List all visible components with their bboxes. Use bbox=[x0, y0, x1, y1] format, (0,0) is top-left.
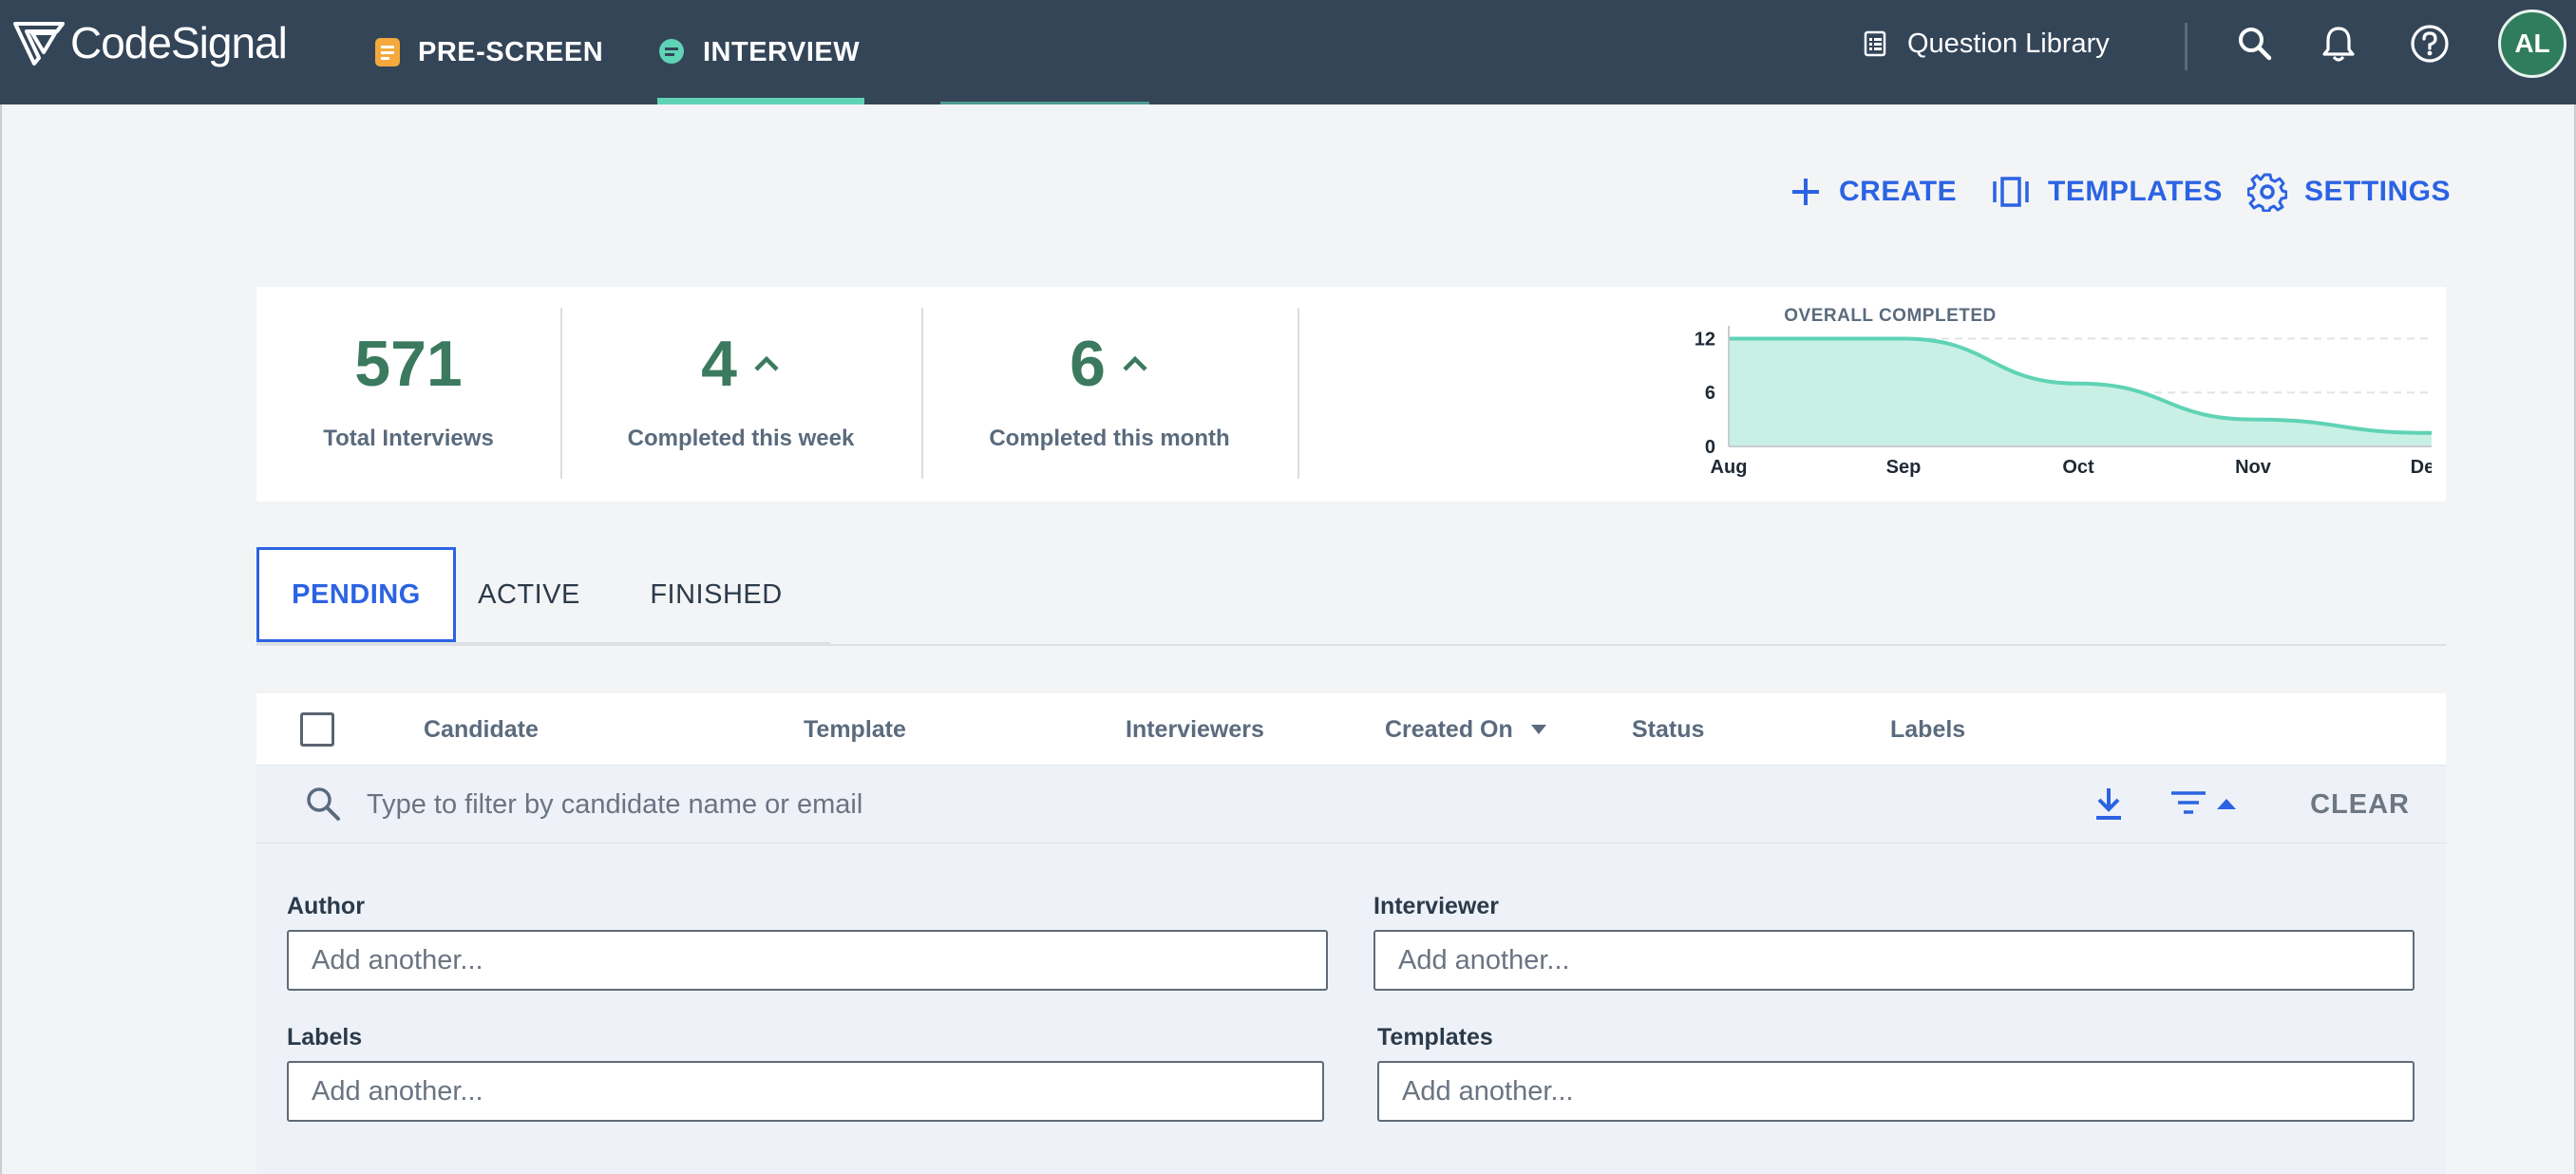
notifications-button[interactable] bbox=[2318, 23, 2359, 65]
chart-x-tick-label: Aug bbox=[1711, 457, 1748, 478]
download-icon bbox=[2096, 788, 2121, 820]
stat-total-number: 571 bbox=[354, 328, 463, 400]
stat-divider bbox=[1297, 308, 1299, 479]
filter-bar: CLEAR bbox=[256, 766, 2446, 843]
tab-pending[interactable]: PENDING bbox=[256, 547, 456, 642]
chart-y-tick-label: 12 bbox=[1695, 329, 1715, 350]
chart-series-line bbox=[1729, 336, 2432, 435]
chevron-up-icon bbox=[1123, 355, 1147, 371]
help-icon bbox=[2411, 25, 2449, 63]
tab-active[interactable]: ACTIVE bbox=[478, 578, 580, 610]
filter-search-icon-wrap bbox=[304, 785, 342, 823]
question-library-label: Question Library bbox=[1907, 28, 2110, 59]
clear-filters-button[interactable]: CLEAR bbox=[2310, 788, 2410, 820]
library-icon bbox=[1864, 30, 1886, 57]
candidate-filter-input[interactable] bbox=[367, 783, 1601, 826]
sort-desc-icon bbox=[1530, 725, 1546, 734]
settings-button[interactable]: SETTINGS bbox=[2247, 167, 2451, 217]
create-button[interactable]: CREATE bbox=[1790, 167, 1957, 217]
templates-input[interactable] bbox=[1377, 1061, 2415, 1122]
stats-card: 571 Total Interviews 4 Completed this we… bbox=[256, 287, 2446, 502]
chart-area-fill bbox=[1729, 338, 2432, 446]
stat-divider bbox=[560, 308, 562, 479]
stat-week-number: 4 bbox=[701, 328, 737, 400]
templates-button[interactable]: TEMPLATES bbox=[1991, 167, 2223, 217]
chevron-up-icon bbox=[754, 355, 779, 371]
tabs-divider bbox=[256, 644, 2446, 646]
top-nav-bar: CodeSignal PRE-SCREEN INTERVIEW Question… bbox=[0, 0, 2576, 104]
chart-title: OVERALL COMPLETED bbox=[1784, 306, 1997, 326]
chart-y-tick-label: 6 bbox=[1705, 383, 1715, 404]
stat-month-value: 6 bbox=[923, 327, 1296, 401]
download-button[interactable] bbox=[2090, 785, 2128, 823]
user-avatar[interactable]: AL bbox=[2498, 9, 2567, 78]
labels-label: Labels bbox=[287, 1024, 363, 1051]
codesignal-logo-icon bbox=[13, 22, 65, 66]
author-label: Author bbox=[287, 893, 365, 919]
interviewer-label: Interviewer bbox=[1373, 893, 1500, 919]
search-button[interactable] bbox=[2234, 23, 2276, 65]
advanced-filters: Author Interviewer Labels Templates bbox=[256, 843, 2446, 1174]
stat-month: 6 Completed this month bbox=[923, 287, 1296, 502]
column-template[interactable]: Template bbox=[804, 715, 906, 743]
plus-icon bbox=[1792, 179, 1819, 205]
search-icon bbox=[307, 787, 340, 821]
column-candidate[interactable]: Candidate bbox=[424, 715, 539, 743]
stat-week-value: 4 bbox=[562, 327, 919, 401]
table-header: Candidate Template Interviewers Created … bbox=[256, 693, 2446, 766]
templates-filter-label: Templates bbox=[1377, 1024, 1493, 1051]
chart-x-tick-label: Oct bbox=[2062, 457, 2094, 478]
stat-total: 571 Total Interviews bbox=[256, 287, 560, 502]
interview-icon bbox=[659, 39, 684, 64]
chart-x-tick-label: Sep bbox=[1886, 457, 1922, 478]
create-label: CREATE bbox=[1839, 176, 1958, 207]
templates-label: TEMPLATES bbox=[2048, 176, 2223, 207]
overall-completed-chart: 1260AugSepOctNovDecJan bbox=[1695, 326, 2432, 478]
filter-icon bbox=[2171, 791, 2206, 814]
interviewer-input[interactable] bbox=[1373, 930, 2415, 991]
labels-input[interactable] bbox=[287, 1061, 1324, 1122]
window-left-edge bbox=[0, 104, 2, 1174]
caret-up-icon bbox=[2217, 799, 2236, 809]
column-interviewers[interactable]: Interviewers bbox=[1126, 715, 1264, 743]
nav-active-underline bbox=[657, 98, 864, 104]
nav-secondary-underline bbox=[940, 102, 1149, 104]
stat-week-label: Completed this week bbox=[627, 426, 855, 451]
templates-icon bbox=[1993, 177, 2029, 207]
codesignal-logo[interactable]: CodeSignal bbox=[13, 17, 288, 68]
select-all-checkbox[interactable] bbox=[300, 712, 334, 747]
settings-label: SETTINGS bbox=[2304, 176, 2452, 207]
question-library-link[interactable]: Question Library bbox=[1864, 0, 2110, 87]
nav-interview[interactable]: INTERVIEW bbox=[657, 0, 860, 104]
toggle-filters-button[interactable] bbox=[2166, 785, 2242, 823]
stat-month-number: 6 bbox=[1070, 328, 1106, 400]
tabs-divider-strong bbox=[256, 642, 830, 645]
stat-total-label: Total Interviews bbox=[323, 426, 494, 451]
help-button[interactable] bbox=[2409, 23, 2451, 65]
search-icon bbox=[2239, 28, 2272, 61]
column-created-on[interactable]: Created On bbox=[1385, 693, 1547, 766]
gear-icon bbox=[2247, 173, 2287, 212]
stat-week: 4 Completed this week bbox=[562, 287, 919, 502]
column-created-on-label: Created On bbox=[1385, 715, 1513, 743]
nav-prescreen[interactable]: PRE-SCREEN bbox=[374, 0, 603, 104]
nav-interview-label: INTERVIEW bbox=[703, 36, 861, 67]
stat-divider bbox=[921, 308, 923, 479]
chart-y-tick-label: 0 bbox=[1705, 437, 1715, 458]
tab-finished[interactable]: FINISHED bbox=[650, 578, 783, 610]
nav-divider bbox=[2185, 23, 2188, 70]
column-labels[interactable]: Labels bbox=[1890, 715, 1966, 743]
bell-icon bbox=[2322, 27, 2355, 62]
brand-name: CodeSignal bbox=[70, 18, 288, 67]
prescreen-icon bbox=[375, 38, 400, 66]
author-input[interactable] bbox=[287, 930, 1328, 991]
chart-x-tick-label: Dec bbox=[2411, 457, 2432, 478]
window-right-edge bbox=[2574, 104, 2576, 1174]
chart-x-tick-label: Nov bbox=[2235, 457, 2272, 478]
stat-month-label: Completed this month bbox=[989, 426, 1230, 451]
stat-total-value: 571 bbox=[256, 327, 560, 401]
column-status[interactable]: Status bbox=[1632, 715, 1705, 743]
nav-prescreen-label: PRE-SCREEN bbox=[418, 36, 604, 67]
